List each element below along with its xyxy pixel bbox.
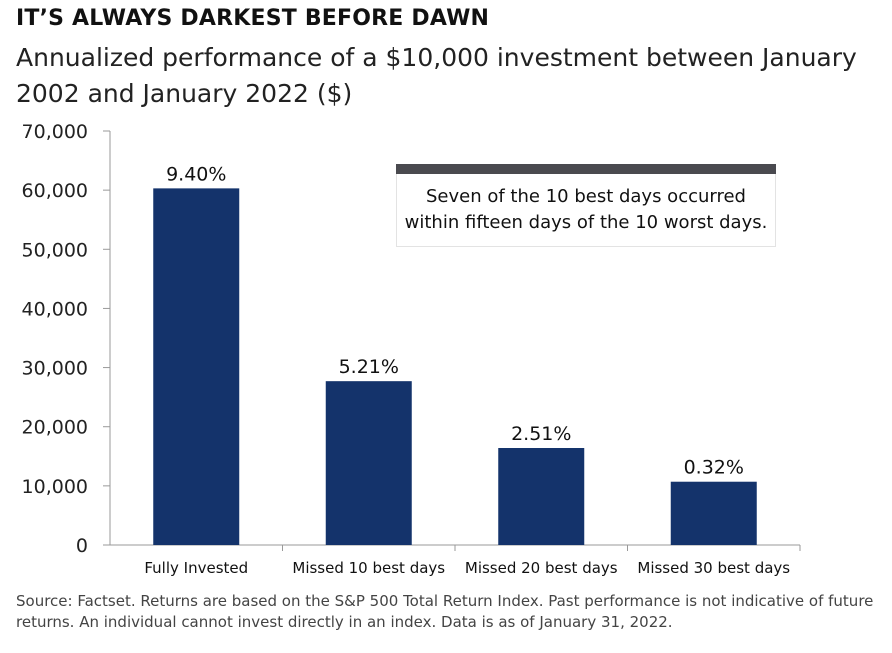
x-tick-label: Fully Invested xyxy=(144,559,248,577)
data-labels: 9.40% 5.21% 2.51% 0.32% xyxy=(166,163,744,478)
x-tick-label: Missed 30 best days xyxy=(637,559,790,577)
bars xyxy=(153,188,757,545)
bar xyxy=(498,448,585,545)
x-axis: Fully Invested Missed 10 best days Missed … xyxy=(110,544,801,577)
x-tick-label: Missed 20 best days xyxy=(465,559,618,577)
annotation-bar xyxy=(396,164,776,174)
y-tick-label: 40,000 xyxy=(22,298,88,320)
y-tick-label: 70,000 xyxy=(22,121,88,143)
source-note: Source: Factset. Returns are based on th… xyxy=(16,592,874,631)
data-label: 5.21% xyxy=(339,356,399,378)
y-axis: 0 10,000 20,000 30,000 40,000 50,000 60,000 70,… xyxy=(22,121,111,557)
chart-title: IT’S ALWAYS DARKEST BEFORE DAWN xyxy=(16,6,490,31)
annotation-callout: Seven of the 10 best days occurred withi… xyxy=(396,164,776,247)
y-tick-label: 50,000 xyxy=(22,239,88,261)
data-label: 0.32% xyxy=(684,457,744,479)
x-tick-label: Missed 10 best days xyxy=(292,559,445,577)
y-tick-label: 60,000 xyxy=(22,180,88,202)
y-tick-label: 30,000 xyxy=(22,358,88,380)
bar xyxy=(670,481,757,545)
y-tick-label: 10,000 xyxy=(22,476,88,498)
y-tick-label: 0 xyxy=(76,535,88,557)
data-label: 9.40% xyxy=(166,163,226,185)
chart-subtitle: Annualized performance of a $10,000 inve… xyxy=(16,43,857,108)
data-label: 2.51% xyxy=(511,423,571,445)
bar xyxy=(153,188,240,545)
annotation-text: Seven of the 10 best days occurred withi… xyxy=(396,174,776,247)
bar xyxy=(325,381,412,545)
y-tick-label: 20,000 xyxy=(22,417,88,439)
